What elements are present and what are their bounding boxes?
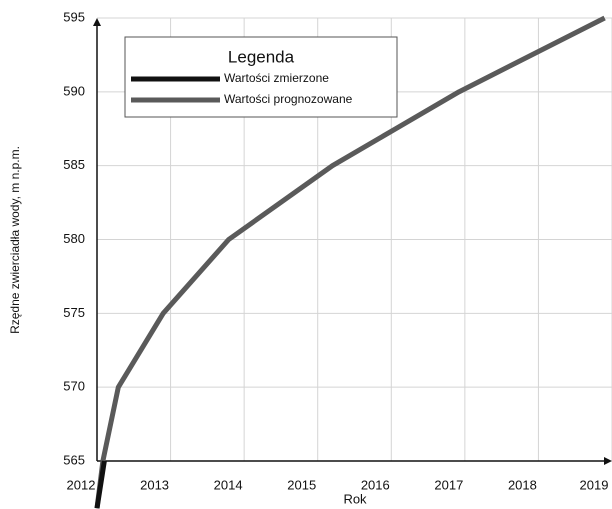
y-tick-label: 575 [63,305,85,320]
x-tick-label: 2015 [287,477,316,492]
x-axis-arrow [604,457,612,465]
y-tick-label: 565 [63,452,85,467]
y-tick-label: 595 [63,9,85,24]
legend: Legenda Wartości zmierzone Wartości progno… [124,36,398,118]
legend-title: Legenda [228,47,295,66]
x-tick-label: 2013 [140,477,169,492]
y-tick-label: 585 [63,157,85,172]
series-line [94,460,107,509]
y-tick-label: 580 [63,231,85,246]
x-axis-label: Rok [343,491,367,506]
series-line [94,15,606,509]
x-tick-label: 2019 [580,477,609,492]
x-tick-label: 2018 [508,477,537,492]
y-axis-arrow [93,18,101,26]
x-tick-label: 2014 [214,477,243,492]
legend-label: Wartości zmierzone [224,71,329,85]
x-tick-label: 2017 [434,477,463,492]
y-tick-label: 570 [63,379,85,394]
x-tick-label: 2012 [67,477,96,492]
y-tick-label: 590 [63,83,85,98]
legend-label: Wartości prognozowane [224,92,353,106]
x-tick-label: 2016 [361,477,390,492]
y-axis-label: Rzędne zwierciadła wody, m n.p.m. [8,146,22,334]
